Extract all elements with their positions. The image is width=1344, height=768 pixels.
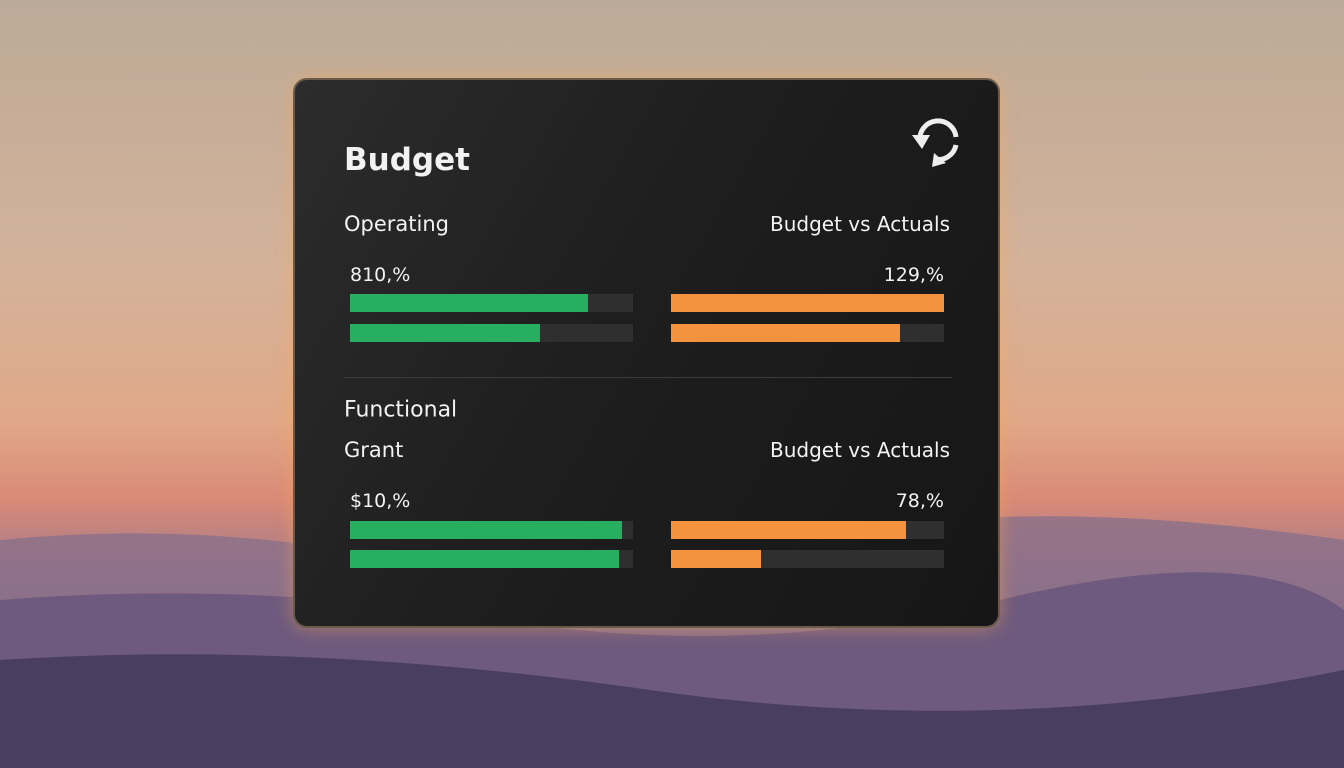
divider <box>344 377 952 378</box>
progress-bar <box>671 521 906 539</box>
progress-bar <box>671 324 901 342</box>
progress-track <box>350 521 633 539</box>
progress-bar <box>671 550 762 568</box>
value-label: $10,% <box>350 490 411 512</box>
budget-card: Budget Operating Budget vs Actuals 810,% 12… <box>293 78 1000 628</box>
refresh-button[interactable] <box>910 113 966 169</box>
progress-track <box>350 294 633 312</box>
progress-track <box>671 324 944 342</box>
comparison-label: Budget vs Actuals <box>770 212 950 236</box>
progress-track <box>671 521 944 539</box>
value-label: 129,% <box>883 264 944 286</box>
card-title: Budget <box>344 142 470 178</box>
progress-bar <box>350 294 588 312</box>
progress-track <box>671 550 944 568</box>
section-label: Operating <box>344 212 449 236</box>
progress-track <box>671 294 944 312</box>
progress-bar <box>671 294 944 312</box>
progress-bar <box>350 521 622 539</box>
progress-track <box>350 324 633 342</box>
progress-track <box>350 550 633 568</box>
comparison-label: Budget vs Actuals <box>770 438 950 462</box>
value-label: 810,% <box>350 264 411 286</box>
progress-bar <box>350 550 619 568</box>
progress-bar <box>350 324 540 342</box>
section-heading: Functional <box>344 397 458 423</box>
section-label: Grant <box>344 438 404 462</box>
value-label: 78,% <box>895 490 944 512</box>
